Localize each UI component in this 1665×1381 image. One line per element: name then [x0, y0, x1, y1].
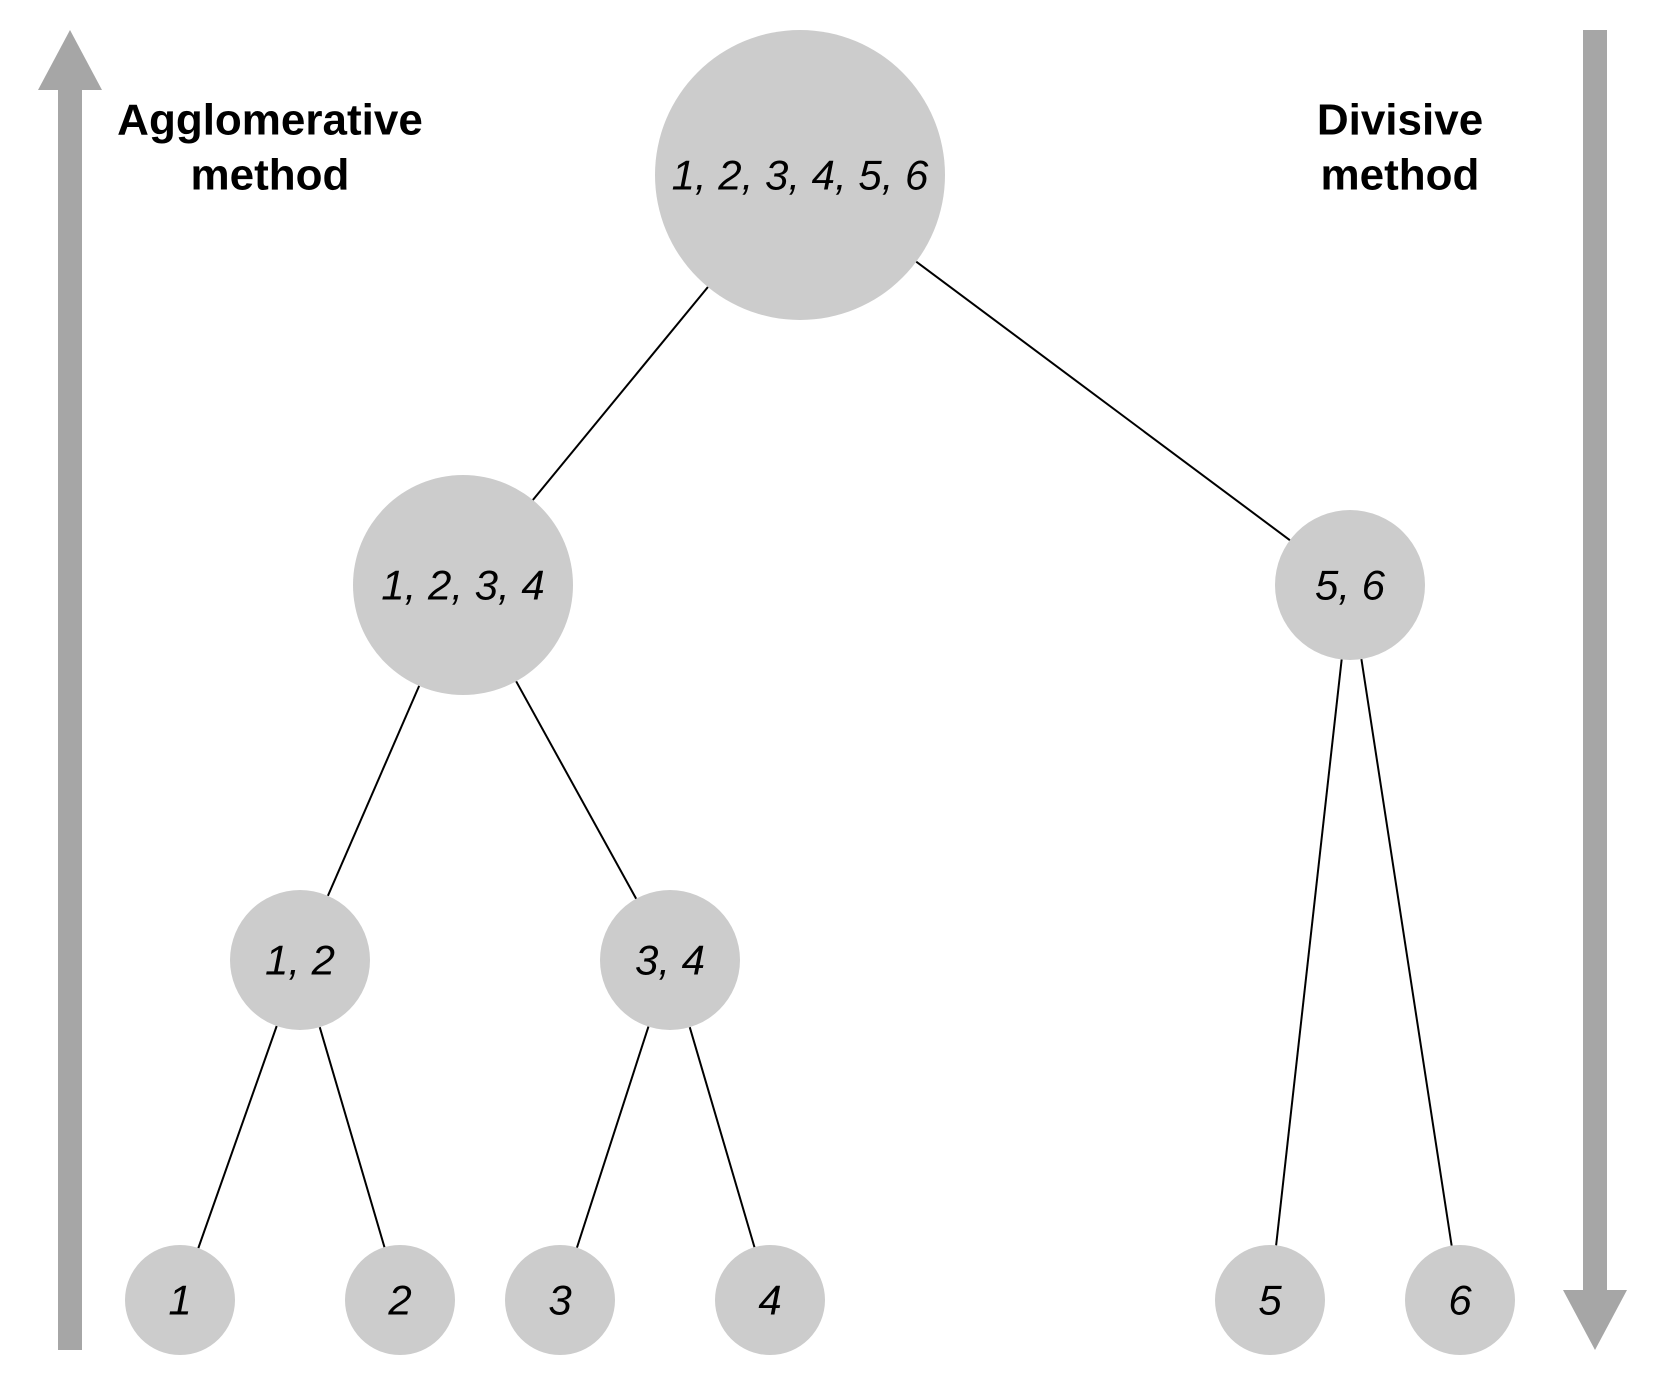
edge-n34-n3	[577, 1027, 649, 1248]
node-label-n34: 3, 4	[635, 937, 705, 984]
node-label-root: 1, 2, 3, 4, 5, 6	[672, 152, 929, 199]
node-label-n2: 2	[387, 1277, 411, 1324]
arrow-shaft-down	[1583, 30, 1607, 1290]
node-label-n12: 1, 2	[265, 937, 335, 984]
edge-n34-n4	[690, 1027, 755, 1247]
node-label-n1234: 1, 2, 3, 4	[381, 562, 544, 609]
nodes-group: 1, 2, 3, 4, 5, 6 1, 2, 3, 4 5, 6 1, 2 3, 4 1 2…	[125, 30, 1515, 1355]
edge-n1234-n34	[516, 681, 636, 898]
left-label-line2: method	[191, 151, 350, 200]
hierarchical-clustering-diagram: 1, 2, 3, 4, 5, 6 1, 2, 3, 4 5, 6 1, 2 3, 4 1 2…	[0, 0, 1665, 1381]
node-label-n5: 5	[1258, 1277, 1282, 1324]
right-label-line2: method	[1321, 151, 1480, 200]
edge-n56-n5	[1276, 660, 1342, 1246]
left-label-line1: Agglomerative	[117, 96, 423, 145]
edge-n12-n2	[320, 1027, 385, 1247]
edges-group	[198, 262, 1451, 1248]
edge-n56-n6	[1361, 659, 1451, 1246]
arrow-head-up	[38, 30, 102, 90]
node-label-n56: 5, 6	[1315, 562, 1386, 609]
edge-root-n1234	[533, 287, 708, 500]
edge-n1234-n12	[328, 686, 419, 896]
arrow-head-down	[1563, 1290, 1627, 1350]
node-label-n3: 3	[548, 1277, 571, 1324]
node-label-n6: 6	[1448, 1277, 1472, 1324]
node-label-n4: 4	[758, 1277, 781, 1324]
edge-root-n56	[916, 262, 1290, 541]
arrow-shaft-up	[58, 90, 82, 1350]
node-label-n1: 1	[168, 1277, 191, 1324]
edge-n12-n1	[198, 1026, 276, 1248]
right-label-line1: Divisive	[1317, 96, 1483, 145]
